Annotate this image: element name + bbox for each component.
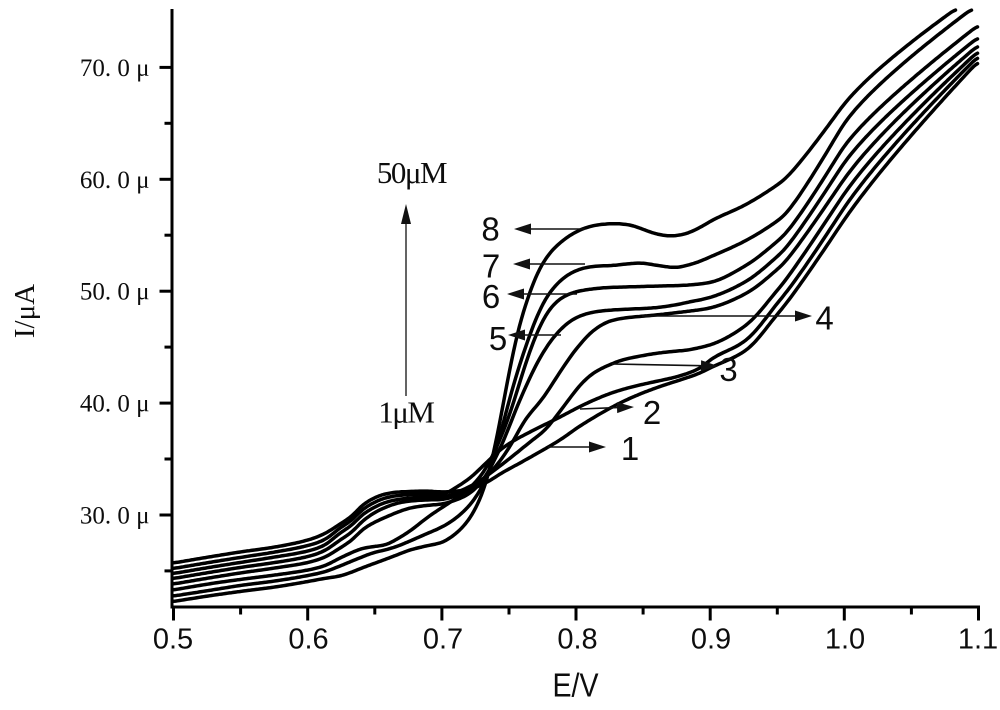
svg-text:2: 2 <box>643 394 661 431</box>
svg-text:4: 4 <box>815 299 833 336</box>
svg-text:0.8: 0.8 <box>557 624 597 656</box>
svg-text:1: 1 <box>621 430 639 467</box>
svg-text:50. 0 μ: 50. 0 μ <box>80 279 150 306</box>
svg-text:1.1: 1.1 <box>958 624 998 656</box>
svg-text:0.7: 0.7 <box>423 624 463 656</box>
svg-text:0.5: 0.5 <box>153 624 193 656</box>
svg-text:7: 7 <box>482 247 500 284</box>
svg-text:50μM: 50μM <box>377 155 447 190</box>
svg-text:I/μA: I/μA <box>9 284 41 338</box>
svg-text:70. 0 μ: 70. 0 μ <box>80 55 150 82</box>
svg-text:6: 6 <box>482 278 500 315</box>
svg-text:0.9: 0.9 <box>691 624 731 656</box>
svg-text:8: 8 <box>481 210 499 247</box>
svg-text:3: 3 <box>719 351 737 388</box>
svg-text:1μM: 1μM <box>378 395 434 430</box>
svg-text:30. 0 μ: 30. 0 μ <box>80 503 150 530</box>
svg-text:5: 5 <box>489 320 507 357</box>
svg-text:1.0: 1.0 <box>825 624 865 656</box>
svg-text:0.6: 0.6 <box>288 624 328 656</box>
svg-text:40. 0 μ: 40. 0 μ <box>80 391 150 418</box>
svg-text:E/V: E/V <box>553 667 599 704</box>
svg-text:60. 0 μ: 60. 0 μ <box>80 167 150 194</box>
